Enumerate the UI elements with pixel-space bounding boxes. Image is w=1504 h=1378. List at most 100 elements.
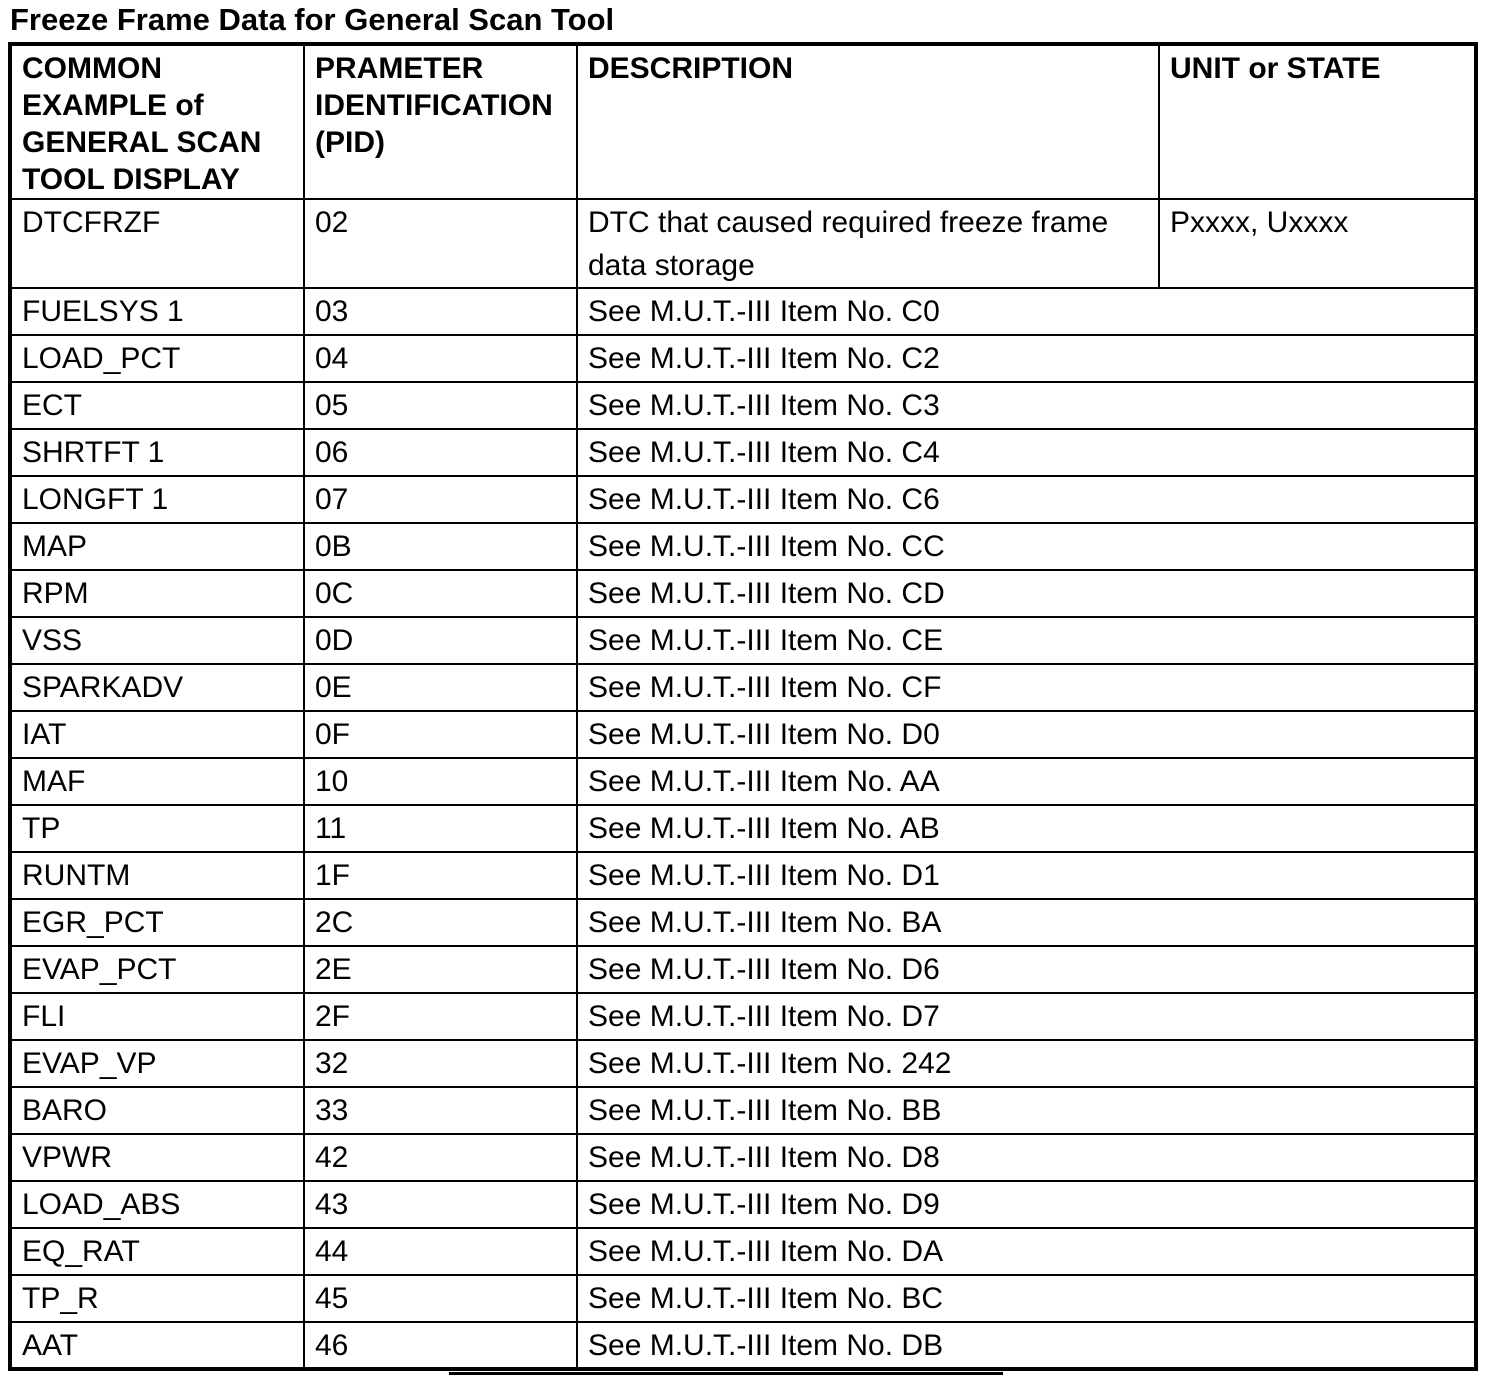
page-title: Freeze Frame Data for General Scan Tool <box>10 2 615 37</box>
table-row: SHRTFT 1 06 See M.U.T.-III Item No. C4 <box>9 428 1477 477</box>
cell-display: RPM <box>9 569 305 618</box>
truncated-next-row-top-border <box>449 1372 1003 1375</box>
cell-display: TP <box>9 804 305 853</box>
table-row: SPARKADV 0E See M.U.T.-III Item No. CF <box>9 663 1477 712</box>
table-header-row: COMMON EXAMPLE of GENERAL SCAN TOOL DISP… <box>9 43 1477 200</box>
cell-description: See M.U.T.-III Item No. BB <box>576 1086 1477 1135</box>
cell-display: VPWR <box>9 1133 305 1182</box>
cell-pid: 2C <box>303 898 578 947</box>
table-row: FLI 2F See M.U.T.-III Item No. D7 <box>9 992 1477 1041</box>
cell-pid: 32 <box>303 1039 578 1088</box>
cell-pid: 04 <box>303 334 578 383</box>
cell-display: TP_R <box>9 1274 305 1323</box>
cell-description: See M.U.T.-III Item No. D8 <box>576 1133 1477 1182</box>
cell-display: LOAD_ABS <box>9 1180 305 1229</box>
cell-display: LOAD_PCT <box>9 334 305 383</box>
table-row: ECT 05 See M.U.T.-III Item No. C3 <box>9 381 1477 430</box>
cell-description: See M.U.T.-III Item No. CD <box>576 569 1477 618</box>
cell-display: SHRTFT 1 <box>9 428 305 477</box>
table-row: AAT 46 See M.U.T.-III Item No. DB <box>9 1321 1477 1370</box>
table-row: TP 11 See M.U.T.-III Item No. AB <box>9 804 1477 853</box>
cell-display: BARO <box>9 1086 305 1135</box>
cell-display: SPARKADV <box>9 663 305 712</box>
cell-pid: 33 <box>303 1086 578 1135</box>
col-header-unit: UNIT or STATE <box>1158 43 1477 200</box>
cell-display: FUELSYS 1 <box>9 287 305 336</box>
table-row: MAF 10 See M.U.T.-III Item No. AA <box>9 757 1477 806</box>
cell-display: DTCFRZF <box>9 198 305 289</box>
cell-description: See M.U.T.-III Item No. D1 <box>576 851 1477 900</box>
table-body: DTCFRZF 02 DTC that caused required freeze… <box>9 198 1477 1370</box>
table-row: TP_R 45 See M.U.T.-III Item No. BC <box>9 1274 1477 1323</box>
cell-description: DTC that caused required freeze frame da… <box>576 198 1160 289</box>
cell-description: See M.U.T.-III Item No. BA <box>576 898 1477 947</box>
freeze-frame-data-table: COMMON EXAMPLE of GENERAL SCAN TOOL DISP… <box>8 42 1478 1371</box>
col-header-pid: PRAMETER IDENTIFICATION (PID) <box>303 43 578 200</box>
cell-description: See M.U.T.-III Item No. D7 <box>576 992 1477 1041</box>
cell-display: EVAP_PCT <box>9 945 305 994</box>
table-header: COMMON EXAMPLE of GENERAL SCAN TOOL DISP… <box>9 43 1477 200</box>
cell-display: LONGFT 1 <box>9 475 305 524</box>
cell-pid: 0F <box>303 710 578 759</box>
cell-pid: 0C <box>303 569 578 618</box>
table-row: FUELSYS 1 03 See M.U.T.-III Item No. C0 <box>9 287 1477 336</box>
cell-description: See M.U.T.-III Item No. C3 <box>576 381 1477 430</box>
cell-description: See M.U.T.-III Item No. DB <box>576 1321 1477 1370</box>
cell-pid: 2F <box>303 992 578 1041</box>
table-row: LONGFT 1 07 See M.U.T.-III Item No. C6 <box>9 475 1477 524</box>
table-row: RPM 0C See M.U.T.-III Item No. CD <box>9 569 1477 618</box>
cell-display: MAP <box>9 522 305 571</box>
cell-pid: 0E <box>303 663 578 712</box>
cell-display: EGR_PCT <box>9 898 305 947</box>
cell-description: See M.U.T.-III Item No. C6 <box>576 475 1477 524</box>
cell-description: See M.U.T.-III Item No. D9 <box>576 1180 1477 1229</box>
cell-description: See M.U.T.-III Item No. CC <box>576 522 1477 571</box>
cell-pid: 43 <box>303 1180 578 1229</box>
cell-pid: 0D <box>303 616 578 665</box>
cell-display: EQ_RAT <box>9 1227 305 1276</box>
table-row: BARO 33 See M.U.T.-III Item No. BB <box>9 1086 1477 1135</box>
cell-description: See M.U.T.-III Item No. CE <box>576 616 1477 665</box>
cell-pid: 42 <box>303 1133 578 1182</box>
cell-pid: 0B <box>303 522 578 571</box>
table-row: LOAD_PCT 04 See M.U.T.-III Item No. C2 <box>9 334 1477 383</box>
cell-description: See M.U.T.-III Item No. CF <box>576 663 1477 712</box>
cell-description: See M.U.T.-III Item No. D0 <box>576 710 1477 759</box>
cell-pid: 07 <box>303 475 578 524</box>
cell-description: See M.U.T.-III Item No. D6 <box>576 945 1477 994</box>
cell-pid: 05 <box>303 381 578 430</box>
cell-description: See M.U.T.-III Item No. DA <box>576 1227 1477 1276</box>
cell-description: See M.U.T.-III Item No. 242 <box>576 1039 1477 1088</box>
cell-pid: 11 <box>303 804 578 853</box>
cell-unit: Pxxxx, Uxxxx <box>1158 198 1477 289</box>
cell-pid: 44 <box>303 1227 578 1276</box>
cell-description: See M.U.T.-III Item No. AB <box>576 804 1477 853</box>
cell-pid: 10 <box>303 757 578 806</box>
cell-display: ECT <box>9 381 305 430</box>
cell-description: See M.U.T.-III Item No. C2 <box>576 334 1477 383</box>
cell-pid: 2E <box>303 945 578 994</box>
table-row: RUNTM 1F See M.U.T.-III Item No. D1 <box>9 851 1477 900</box>
cell-description: See M.U.T.-III Item No. AA <box>576 757 1477 806</box>
cell-pid: 1F <box>303 851 578 900</box>
col-header-description: DESCRIPTION <box>576 43 1160 200</box>
table-row: MAP 0B See M.U.T.-III Item No. CC <box>9 522 1477 571</box>
table-row: EQ_RAT 44 See M.U.T.-III Item No. DA <box>9 1227 1477 1276</box>
cell-display: AAT <box>9 1321 305 1370</box>
table-row: DTCFRZF 02 DTC that caused required freeze… <box>9 198 1477 289</box>
cell-description: See M.U.T.-III Item No. C0 <box>576 287 1477 336</box>
col-header-display: COMMON EXAMPLE of GENERAL SCAN TOOL DISP… <box>9 43 305 200</box>
table-row: EVAP_VP 32 See M.U.T.-III Item No. 242 <box>9 1039 1477 1088</box>
cell-display: FLI <box>9 992 305 1041</box>
cell-pid: 03 <box>303 287 578 336</box>
table-row: IAT 0F See M.U.T.-III Item No. D0 <box>9 710 1477 759</box>
cell-display: MAF <box>9 757 305 806</box>
cell-description: See M.U.T.-III Item No. C4 <box>576 428 1477 477</box>
table-row: LOAD_ABS 43 See M.U.T.-III Item No. D9 <box>9 1180 1477 1229</box>
table-row: EGR_PCT 2C See M.U.T.-III Item No. BA <box>9 898 1477 947</box>
cell-display: RUNTM <box>9 851 305 900</box>
cell-pid: 02 <box>303 198 578 289</box>
cell-pid: 46 <box>303 1321 578 1370</box>
cell-display: VSS <box>9 616 305 665</box>
table-row: EVAP_PCT 2E See M.U.T.-III Item No. D6 <box>9 945 1477 994</box>
